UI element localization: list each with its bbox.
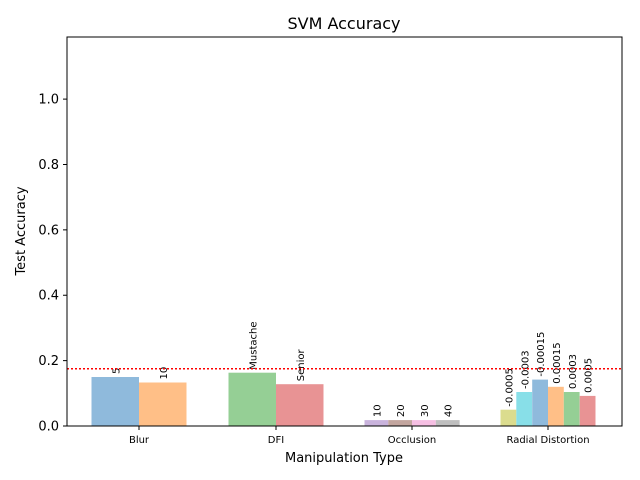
x-axis-title: Manipulation Type [285, 451, 403, 466]
y-axis-title: Test Accuracy [14, 186, 29, 276]
x-tick-label: Occlusion [388, 435, 436, 446]
bar-value-label: 0.00015 [552, 342, 563, 383]
bar-value-label: 0.0003 [568, 354, 579, 389]
bar-dfi-1 [276, 384, 324, 426]
y-tick-label: 0.0 [38, 420, 59, 435]
bar-labels-layer: 5 10 Mustache Senior 10 20 30 40 -0.0005 -0.0003-… [111, 321, 594, 417]
bar-radial-distortion-3 [548, 386, 564, 426]
bar-radial-distortion-4 [563, 392, 580, 426]
bar-radial-distortion-1 [516, 392, 533, 426]
bar-value-label: 40 [444, 404, 455, 417]
bar-dfi-0 [228, 372, 276, 426]
bar-value-label: 10 [372, 404, 383, 417]
bar-radial-distortion-0 [500, 409, 517, 426]
bar-radial-distortion-2 [532, 379, 548, 426]
y-tick-label: 0.6 [38, 223, 59, 238]
bar-radial-distortion-5 [579, 395, 596, 426]
bar-occlusion-1 [388, 420, 413, 426]
y-tick-label: 0.4 [38, 289, 59, 304]
bar-value-label: 10 [159, 367, 170, 380]
bar-value-label: 30 [420, 404, 431, 417]
bar-occlusion-3 [435, 420, 460, 426]
bar-value-label: -0.0003 [520, 350, 531, 389]
bar-value-label: -0.0005 [504, 368, 515, 407]
x-tick-label: Blur [129, 435, 150, 446]
y-axis: 0.0 0.2 0.4 0.6 0.8 1.0 [38, 93, 67, 435]
bar-blur-0 [91, 377, 139, 426]
y-tick-label: 1.0 [38, 93, 59, 108]
y-tick-label: 0.2 [38, 354, 59, 369]
bar-value-label: Mustache [248, 321, 259, 369]
bar-value-label: -0.00015 [536, 332, 547, 377]
bar-value-label: 5 [111, 368, 122, 374]
bars-layer [91, 372, 596, 426]
plot-frame [66, 36, 623, 427]
chart-title: SVM Accuracy [287, 14, 400, 33]
bar-blur-1 [139, 382, 187, 426]
bar-value-label: 0.0005 [584, 358, 595, 393]
bar-occlusion-2 [412, 420, 436, 426]
x-tick-label: DFI [268, 435, 284, 446]
y-tick-label: 0.8 [38, 158, 59, 173]
bar-occlusion-0 [364, 420, 389, 426]
x-axis: Blur DFI Occlusion Radial Distortion [129, 426, 590, 446]
x-tick-label: Radial Distortion [506, 435, 589, 446]
bar-value-label: 20 [396, 404, 407, 417]
bar-value-label: Senior [296, 348, 307, 381]
